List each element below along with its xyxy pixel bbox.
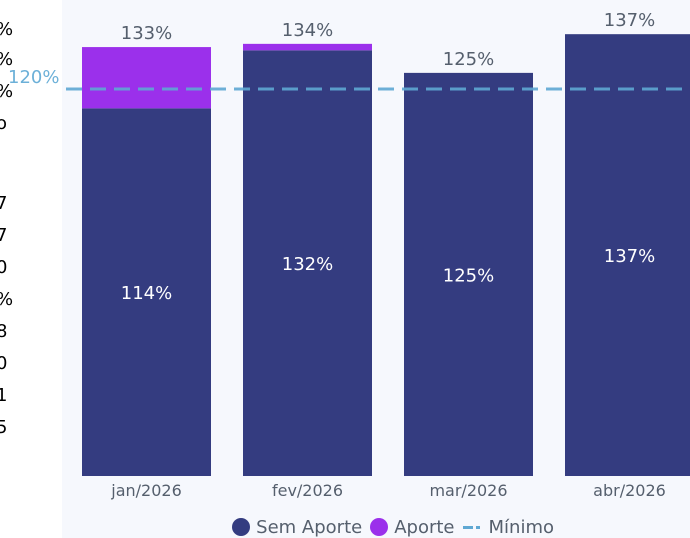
x-tick-label: jan/2026 bbox=[110, 481, 182, 500]
truncated-label: % bbox=[0, 49, 13, 70]
minimo-swatch bbox=[462, 525, 483, 529]
truncated-label: 0 bbox=[0, 353, 8, 374]
bar-sem-aporte bbox=[404, 72, 533, 476]
truncated-label: % bbox=[0, 19, 13, 40]
x-tick-label: abr/2026 bbox=[593, 481, 666, 500]
total-label: 134% bbox=[282, 20, 333, 41]
legend: Sem Aporte Aporte Mínimo bbox=[0, 516, 690, 538]
bar-aporte bbox=[243, 43, 372, 51]
bar-sem-aporte bbox=[82, 108, 211, 476]
x-tick-label: fev/2026 bbox=[272, 481, 343, 500]
inner-label: 114% bbox=[121, 283, 172, 304]
minimo-reference-label: 120% bbox=[8, 67, 59, 88]
truncated-label: 7 bbox=[0, 225, 8, 246]
total-label: 133% bbox=[121, 23, 172, 44]
inner-label: 125% bbox=[443, 265, 494, 286]
total-label: 125% bbox=[443, 49, 494, 70]
truncated-label: % bbox=[0, 289, 13, 310]
legend-label-aporte: Aporte bbox=[394, 516, 455, 538]
bar-sem-aporte bbox=[243, 50, 372, 477]
legend-label-minimo: Mínimo bbox=[488, 516, 555, 538]
left-strip: %%% o 7 7 0% 8 0 1 5 bbox=[0, 0, 62, 538]
inner-label: 132% bbox=[282, 254, 333, 275]
truncated-label: 0 bbox=[0, 257, 8, 278]
truncated-label: o bbox=[0, 113, 8, 134]
bar-sem-aporte bbox=[565, 34, 690, 477]
legend-item-aporte[interactable]: Aporte bbox=[370, 516, 455, 538]
truncated-label: 5 bbox=[0, 417, 8, 438]
legend-item-minimo[interactable]: Mínimo bbox=[462, 516, 555, 538]
aporte-swatch bbox=[370, 518, 389, 536]
legend-label-sem-aporte: Sem Aporte bbox=[256, 516, 363, 538]
total-label: 137% bbox=[604, 10, 655, 31]
x-tick-label: mar/2026 bbox=[429, 481, 507, 500]
sem-aporte-swatch bbox=[232, 518, 251, 536]
legend-item-sem-aporte[interactable]: Sem Aporte bbox=[232, 517, 362, 538]
truncated-label: 8 bbox=[0, 321, 8, 342]
truncated-label: % bbox=[0, 81, 13, 102]
bar-aporte bbox=[82, 47, 211, 109]
truncated-label: 7 bbox=[0, 193, 8, 214]
truncated-label: 1 bbox=[0, 385, 8, 406]
inner-label: 137% bbox=[604, 246, 655, 267]
